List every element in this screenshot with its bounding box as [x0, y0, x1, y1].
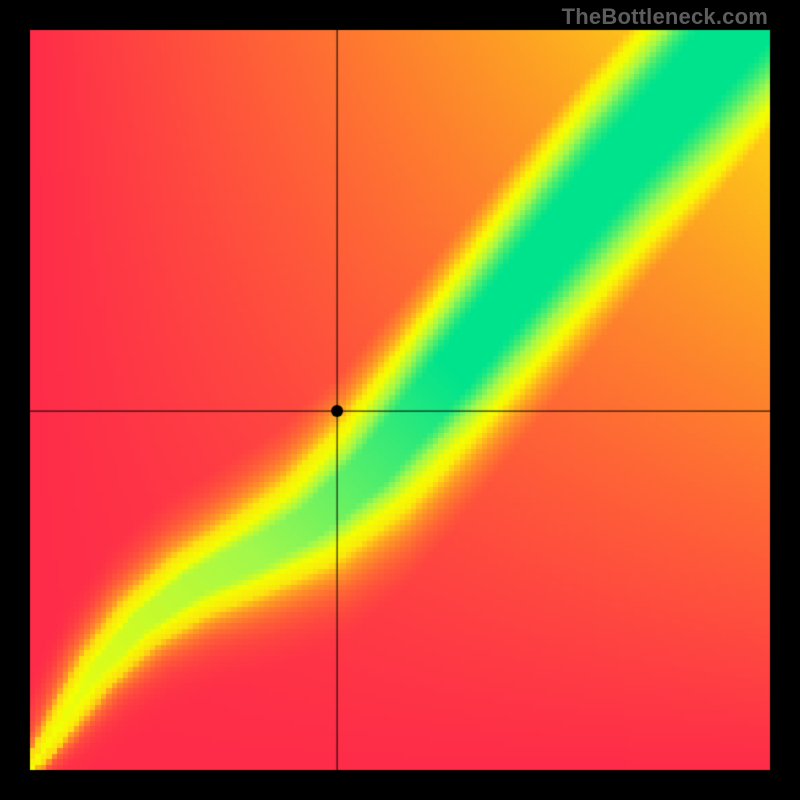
heatmap-chart	[0, 0, 800, 800]
watermark-text: TheBottleneck.com	[562, 4, 768, 30]
